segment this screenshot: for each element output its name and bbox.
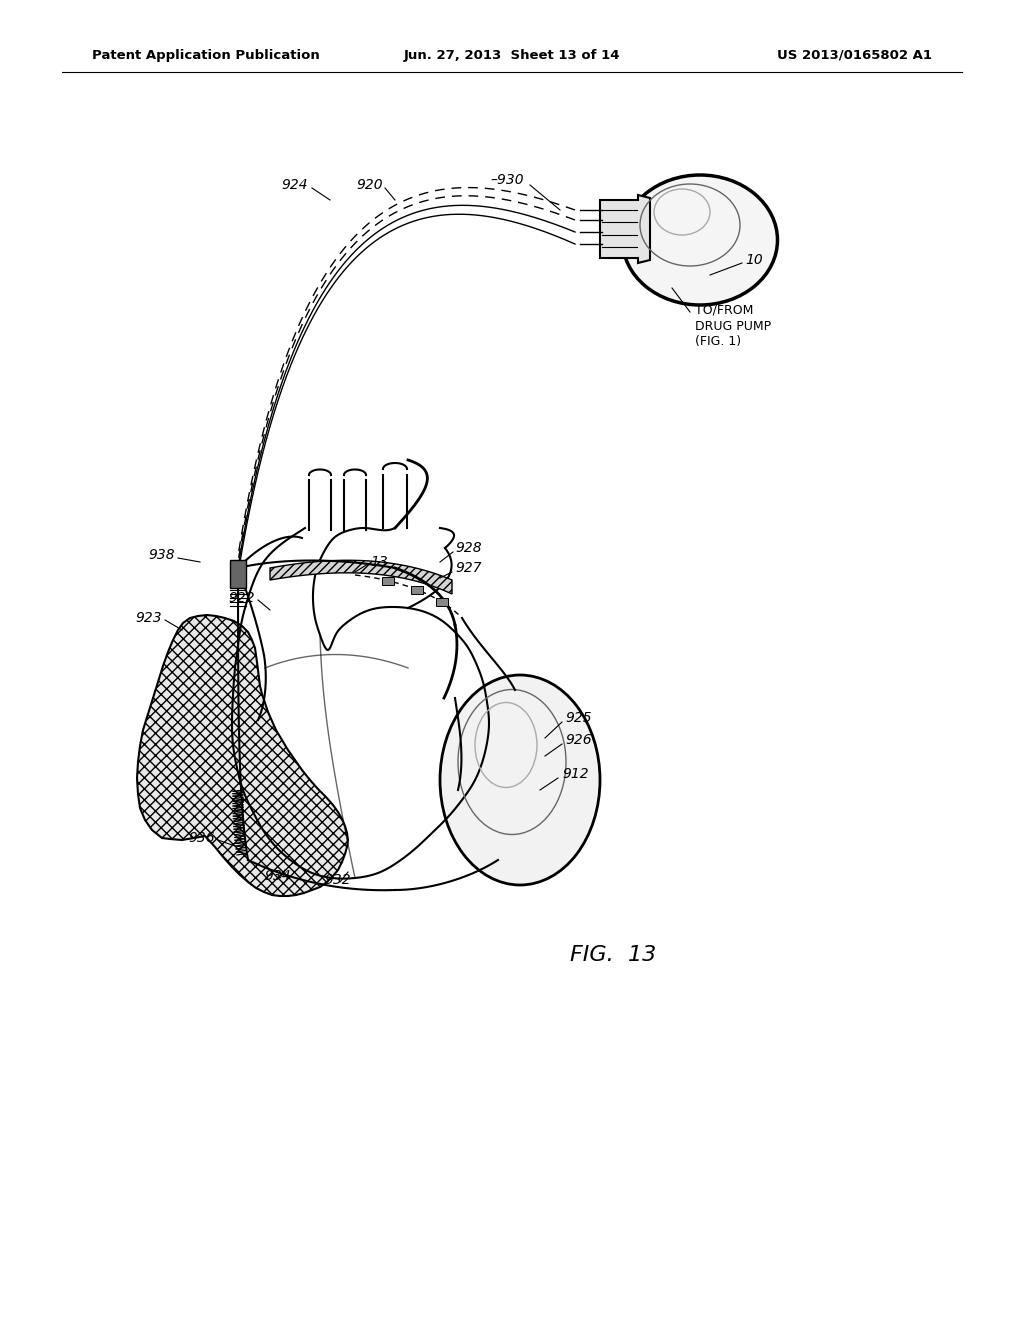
Polygon shape (270, 560, 452, 594)
Ellipse shape (623, 176, 777, 305)
Ellipse shape (440, 675, 600, 884)
Text: 10: 10 (745, 253, 763, 267)
Bar (436, 598, 449, 606)
Text: 934: 934 (264, 869, 291, 883)
Text: 936: 936 (188, 832, 215, 845)
Text: 923: 923 (135, 611, 162, 624)
Text: 928: 928 (455, 541, 481, 554)
Bar (382, 577, 393, 585)
Text: –930: –930 (490, 173, 523, 187)
Polygon shape (137, 615, 348, 896)
Text: US 2013/0165802 A1: US 2013/0165802 A1 (777, 49, 932, 62)
Text: (FIG. 1): (FIG. 1) (695, 335, 741, 348)
Text: TO/FROM: TO/FROM (695, 304, 754, 317)
Polygon shape (600, 195, 650, 263)
Text: 932: 932 (325, 873, 351, 887)
Text: DRUG PUMP: DRUG PUMP (695, 319, 771, 333)
Text: 920: 920 (356, 178, 383, 191)
Text: 912: 912 (562, 767, 589, 781)
Bar (230, 560, 246, 587)
Text: Jun. 27, 2013  Sheet 13 of 14: Jun. 27, 2013 Sheet 13 of 14 (403, 49, 621, 62)
Bar (411, 586, 423, 594)
Text: Patent Application Publication: Patent Application Publication (92, 49, 319, 62)
Text: FIG.  13: FIG. 13 (570, 945, 656, 965)
Text: 926: 926 (565, 733, 592, 747)
Text: 925: 925 (565, 711, 592, 725)
Text: 938: 938 (148, 548, 175, 562)
Text: 13: 13 (370, 554, 388, 569)
Text: 927: 927 (455, 561, 481, 576)
Text: 922: 922 (228, 591, 255, 605)
Text: 924: 924 (282, 178, 308, 191)
